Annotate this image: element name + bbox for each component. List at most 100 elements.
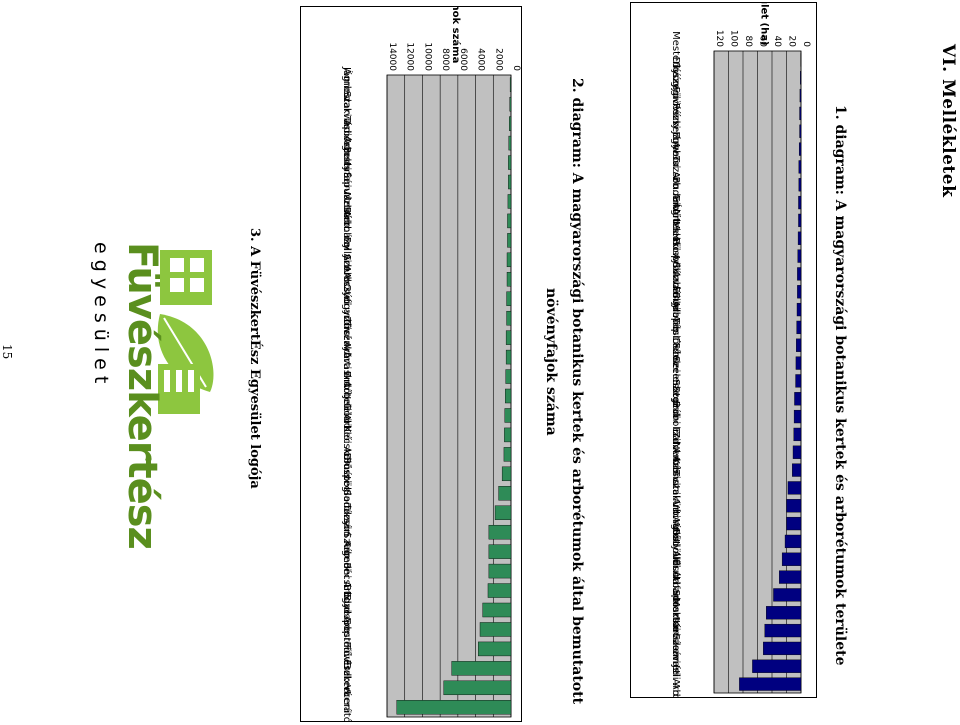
area-category-label: Sárvári Arb. xyxy=(670,262,682,321)
area-tick-label: 100 xyxy=(729,30,739,47)
area-bar xyxy=(795,356,802,370)
area-category-label: Vácrátóti xyxy=(670,501,682,546)
taxa-category-label: Szarvasi Arb. xyxy=(341,91,352,157)
taxa-bar xyxy=(488,524,512,540)
taxa-category-label: Erdőteleki xyxy=(341,371,353,421)
taxa-bar xyxy=(509,96,512,112)
area-bar xyxy=(796,302,802,317)
taxa-category-label: Tápiószelei xyxy=(341,115,353,170)
taxa-category-label: Agostyáni xyxy=(341,138,353,188)
area-category-label: Füvészkert xyxy=(670,87,682,141)
taxa-category-label: Soroksári xyxy=(341,489,353,536)
area-bar xyxy=(800,71,802,85)
taxa-category-label: Tuzson Arb. xyxy=(341,502,352,561)
taxa-bar xyxy=(396,700,512,715)
taxa-category-label: Bábolnai Arb. xyxy=(341,207,353,274)
logo-graphic xyxy=(157,250,214,414)
taxa-bar xyxy=(482,602,512,618)
area-bar xyxy=(786,499,802,513)
area-bar xyxy=(792,463,802,477)
area-axis-title: terület (ha) xyxy=(759,3,770,46)
taxa-category-label: Pécsi Egye. xyxy=(341,562,353,618)
area-chart: 0 20 40 60 80 100 120 terület (ha) Mesterházy Dió… xyxy=(630,2,817,698)
area-bar xyxy=(765,606,802,620)
area-bar xyxy=(793,409,802,424)
area-bar xyxy=(797,249,802,263)
area-tick-label: 40 xyxy=(772,36,782,48)
page-number: 15 xyxy=(0,344,14,360)
taxa-bar xyxy=(479,622,512,637)
taxa-tick-label: 10000 xyxy=(422,42,432,71)
logo-caption: 3. A FüvészkertÉsz Egyesület logója xyxy=(247,228,262,489)
taxa-bar xyxy=(503,447,512,462)
area-bar xyxy=(739,677,802,691)
area-bar xyxy=(784,534,802,549)
area-bar xyxy=(797,231,802,245)
area-category-label: Szegedi xyxy=(670,379,681,418)
taxa-category-label: Szegedi xyxy=(341,532,352,571)
taxa-bar xyxy=(443,680,512,696)
diagram-2-caption: 2. diagram: A magyarországi botanikus ke… xyxy=(538,78,590,704)
area-tick-label: 0 xyxy=(801,41,811,47)
section-title: VI. Mellékletek xyxy=(938,44,958,198)
taxa-chart: 0 2000 4000 6000 8000 10000 12000 14000 taxonok … xyxy=(300,6,522,722)
taxa-category-label: Püspökladányi xyxy=(341,457,353,529)
area-bar xyxy=(786,516,802,531)
area-bar xyxy=(796,320,802,335)
area-category-label: Nemesvitai xyxy=(670,442,681,498)
area-category-label: Martonvásári xyxy=(670,598,682,664)
area-bar xyxy=(799,106,802,121)
taxa-category-label: Kámoni Arb. xyxy=(341,541,353,602)
taxa-axis-title: taxonok száma xyxy=(450,7,462,63)
area-category-label: Agostyáni xyxy=(670,517,682,567)
logo-wordmark: Füvészkertész xyxy=(119,242,165,549)
area-category-label: Szarvasi Arb. xyxy=(670,633,681,697)
area-category-label: Zirci Arb xyxy=(670,431,681,473)
area-bar xyxy=(796,338,802,352)
area-category-label: Kecskeméti xyxy=(670,620,682,677)
taxa-bar xyxy=(506,252,512,268)
taxa-bar xyxy=(505,349,512,365)
taxa-bar xyxy=(498,486,512,501)
taxa-category-label: Gyógynövény xyxy=(341,284,353,353)
area-tick-label: 20 xyxy=(787,36,797,48)
taxa-bar xyxy=(504,408,512,423)
taxa-category-label: Jeli Arb. xyxy=(341,395,352,434)
taxa-category-label: Budafapusztai xyxy=(341,146,352,217)
area-tick-label: 80 xyxy=(743,36,753,48)
taxa-category-label: Szelesztei xyxy=(341,254,352,304)
taxa-category-label: Budapest Főv. xyxy=(341,594,353,664)
taxa-category-label: Gödöllői Arb. xyxy=(341,403,353,467)
area-bar xyxy=(763,641,802,656)
area-category-label: Jeli Arb. xyxy=(670,664,681,697)
diagram-2-caption-line-1: 2. diagram: A magyarországi botanikus ke… xyxy=(569,78,585,705)
area-category-label: Bábolnai Arb. xyxy=(670,401,682,468)
area-category-label: Budai Arb. xyxy=(670,177,681,229)
taxa-tick-label: 4000 xyxy=(476,48,486,71)
area-bar xyxy=(798,160,802,174)
area-bar xyxy=(798,213,802,228)
area-bar xyxy=(798,178,802,192)
taxa-bar xyxy=(506,310,512,326)
area-category-label: Soproni Erd. xyxy=(670,386,681,447)
diagram-1-caption: 1. diagram: A magyarországi botanikus ke… xyxy=(832,105,848,666)
taxa-bar xyxy=(508,174,512,190)
area-tick-label: 120 xyxy=(714,30,724,47)
taxa-bar xyxy=(488,544,512,559)
taxa-category-label: Tiszakürti Arb. xyxy=(341,320,352,392)
area-bar xyxy=(779,570,802,584)
area-category-label: Ágneslaki Arb. xyxy=(670,202,683,274)
taxa-tick-label: 0 xyxy=(511,65,521,71)
area-category-label: Pécsi Egye. xyxy=(670,103,682,159)
taxa-category-label: Vácrátóti xyxy=(341,685,353,721)
area-bar xyxy=(798,195,802,210)
taxa-category-label: Avasi Arb. xyxy=(341,352,352,402)
taxa-bar xyxy=(488,563,512,579)
area-category-label: Budapest Főv. xyxy=(670,292,682,362)
taxa-bar xyxy=(487,583,512,598)
area-category-label: Gödöllői Arb. xyxy=(670,527,682,591)
area-bar xyxy=(773,588,802,602)
taxa-bar xyxy=(506,291,512,306)
area-bar xyxy=(799,88,802,103)
taxa-category-label: Follyi Arb xyxy=(341,237,352,283)
